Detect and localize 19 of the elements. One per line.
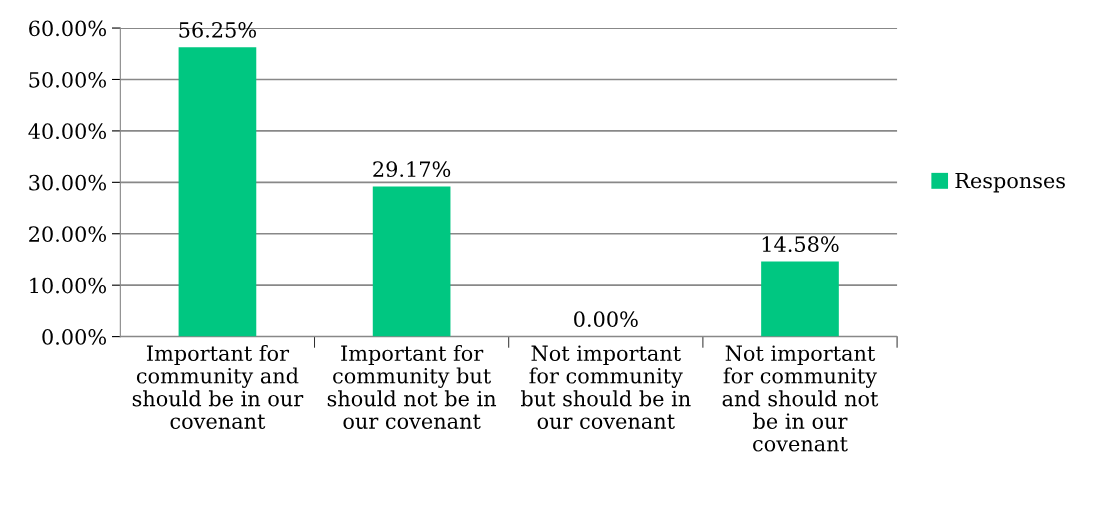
bar: [178, 47, 257, 337]
y-tick-label: 10.00%: [30, 277, 106, 294]
y-tick-label: 60.00%: [29, 20, 106, 37]
data-label: 0.00%: [574, 311, 638, 328]
y-tick-label: 50.00%: [29, 71, 106, 88]
bar: [761, 261, 839, 337]
legend-label: Responses: [955, 172, 1065, 193]
bar: [372, 186, 451, 337]
data-label: 29.17%: [373, 161, 451, 177]
x-tick-label: Important for community but should not be in our covenant: [327, 344, 497, 429]
x-tick-label: Not important for community but should be in our covenant: [521, 345, 691, 429]
y-tick-label: 0.00%: [42, 329, 106, 345]
x-tick-label: Important for community and should be in our covenant: [132, 344, 304, 429]
y-tick-label: 20.00%: [29, 226, 106, 242]
y-tick-label: 30.00%: [29, 174, 106, 191]
x-tick-label: Not important for community and should not be in our covenant: [722, 345, 879, 452]
data-label: 56.25%: [179, 21, 256, 38]
y-tick-label: 40.00%: [28, 123, 106, 140]
data-label: 14.58%: [762, 236, 839, 253]
